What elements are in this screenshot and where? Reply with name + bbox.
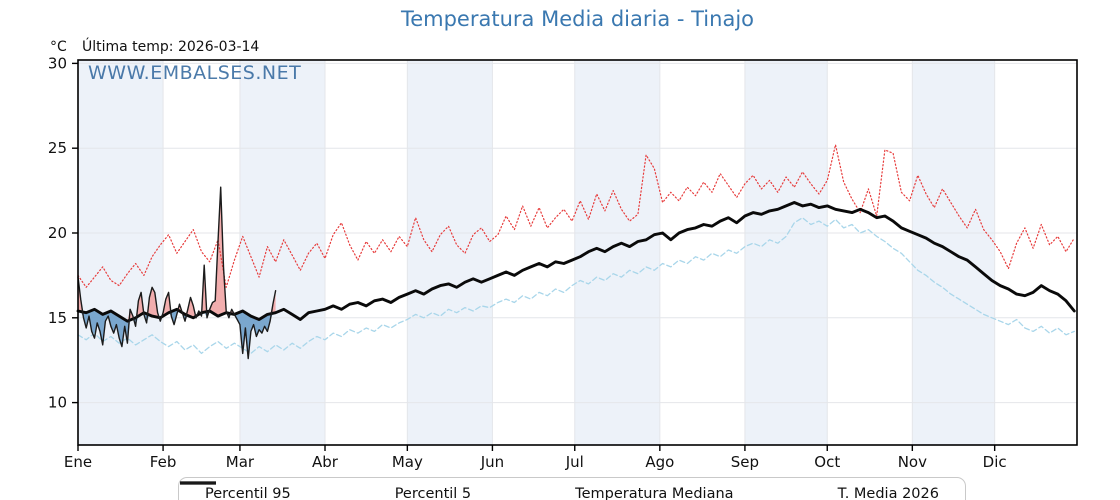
media-2026-line-swatch [180, 482, 216, 484]
x-tick-label: Sep [731, 453, 759, 471]
chart-legend: Percentil 95 Percentil 5 Temperatura Med… [178, 477, 966, 500]
legend-item-media-2026: T. Media 2026 [180, 482, 939, 500]
watermark-text: WWW.EMBALSES.NET [88, 62, 302, 84]
y-tick-label: 15 [48, 309, 67, 327]
t-media-2026-line [77, 186, 277, 360]
y-axis-unit-label: °C [50, 39, 67, 55]
x-tick-label: Feb [150, 453, 177, 471]
plot-border [77, 59, 1078, 446]
legend-label: Percentil 95 [205, 486, 291, 500]
x-tick-label: May [392, 453, 423, 471]
y-tick-label: 20 [48, 224, 67, 242]
legend-item-percentil-95: Percentil 95 [180, 482, 291, 500]
legend-label: T. Media 2026 [837, 486, 939, 500]
x-tick-label: Mar [226, 453, 255, 471]
legend-label: Temperatura Mediana [575, 486, 734, 500]
x-tick-label: Oct [814, 453, 840, 471]
month-band [239, 60, 326, 445]
y-tick-label: 25 [48, 139, 67, 157]
x-tick-label: Abr [312, 453, 339, 471]
x-tick-label: Ago [645, 453, 674, 471]
x-tick-label: Ene [64, 453, 92, 471]
month-band [744, 60, 828, 445]
x-tick-label: Nov [898, 453, 927, 471]
median-line [76, 201, 1076, 323]
month-band [78, 60, 164, 445]
p5-line [77, 217, 1075, 355]
month-band [407, 60, 493, 445]
x-tick-label: Jun [480, 453, 504, 471]
p95-line [77, 144, 1075, 288]
last-temp-label: Última temp: 2026-03-14 [82, 39, 260, 55]
legend-label: Percentil 5 [394, 486, 472, 500]
legend-item-percentil-5: Percentil 5 [180, 482, 472, 500]
x-tick-label: Dic [983, 453, 1007, 471]
legend-item-mediana: Temperatura Mediana [180, 481, 734, 500]
y-tick-label: 10 [48, 394, 67, 412]
x-tick-label: Jul [565, 453, 584, 471]
chart-title: Temperatura Media diaria - Tinajo [400, 7, 755, 31]
y-tick-label: 30 [48, 54, 67, 72]
